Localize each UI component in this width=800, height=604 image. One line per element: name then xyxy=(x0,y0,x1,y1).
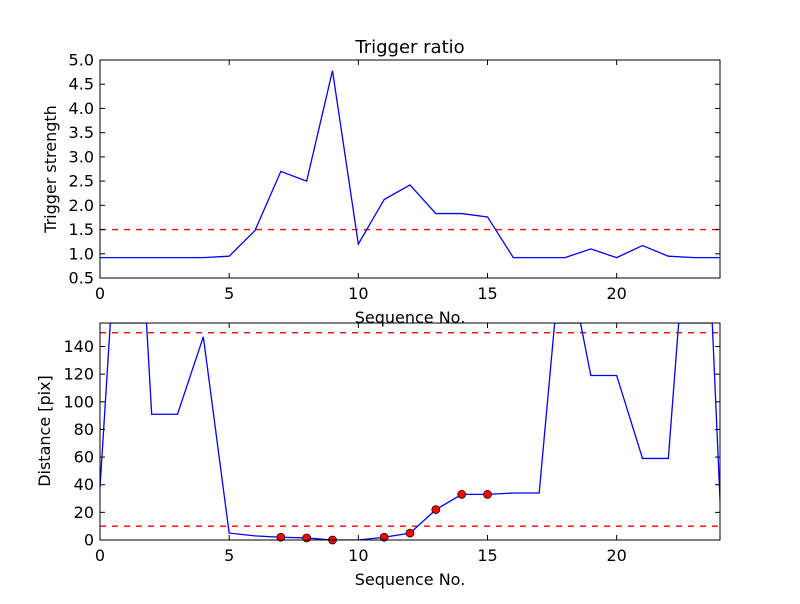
data-point xyxy=(457,490,467,499)
y-tick-label: 0.5 xyxy=(69,269,94,288)
y-tick-label: 100 xyxy=(63,392,94,411)
x-tick-label: 0 xyxy=(95,284,105,303)
y-axis-label: Distance [pix] xyxy=(35,375,54,487)
y-tick-label: 40 xyxy=(74,475,94,494)
x-tick-label: 5 xyxy=(224,546,234,565)
x-tick-label: 15 xyxy=(477,284,497,303)
chart-title: Trigger ratio xyxy=(354,37,464,58)
subplot-distance: Sequence No. Distance [pix] 0 5 10 15 20 0 20 4… xyxy=(35,322,721,589)
y-tick-label: 2.5 xyxy=(69,172,94,191)
x-tick-label: 5 xyxy=(224,284,234,303)
data-point xyxy=(483,490,492,499)
series-line-0 xyxy=(100,323,720,540)
axes-frame xyxy=(99,59,721,279)
y-tick-label: 20 xyxy=(74,503,94,522)
x-tick-label: 0 xyxy=(95,546,105,565)
y-tick-label: 80 xyxy=(74,420,94,439)
x-tick-label: 20 xyxy=(606,284,626,303)
y-tick-label: 3.0 xyxy=(69,147,94,166)
data-point xyxy=(405,528,415,538)
y-tick-label: 4.5 xyxy=(69,75,94,94)
x-tick-label: 10 xyxy=(348,284,368,303)
y-tick-label: 120 xyxy=(63,365,94,384)
subplot-trigger-ratio: Trigger ratio Sequence No. Trigger stren… xyxy=(41,37,721,327)
data-point xyxy=(302,533,312,543)
x-tick-label: 20 xyxy=(606,546,626,565)
data-point xyxy=(431,505,441,514)
y-tick-label: 5.0 xyxy=(69,51,94,70)
y-tick-label: 60 xyxy=(74,448,94,467)
x-axis-label: Sequence No. xyxy=(355,308,466,327)
y-tick-label: 2.0 xyxy=(69,196,94,215)
x-axis-label: Sequence No. xyxy=(355,570,466,589)
y-tick-label: 0 xyxy=(84,531,94,550)
data-point xyxy=(379,532,389,542)
axes-frame xyxy=(99,322,721,541)
y-tick-label: 3.5 xyxy=(69,123,94,142)
y-tick-label: 4.0 xyxy=(69,99,94,118)
y-tick-label: 1.5 xyxy=(69,220,94,239)
series-line-0 xyxy=(100,70,720,259)
x-tick-label: 15 xyxy=(477,546,497,565)
y-axis-label: Trigger strength xyxy=(41,105,60,234)
y-tick-label: 1.0 xyxy=(69,244,94,263)
x-tick-label: 10 xyxy=(348,546,368,565)
data-point xyxy=(276,532,286,542)
y-tick-label: 140 xyxy=(63,337,94,356)
